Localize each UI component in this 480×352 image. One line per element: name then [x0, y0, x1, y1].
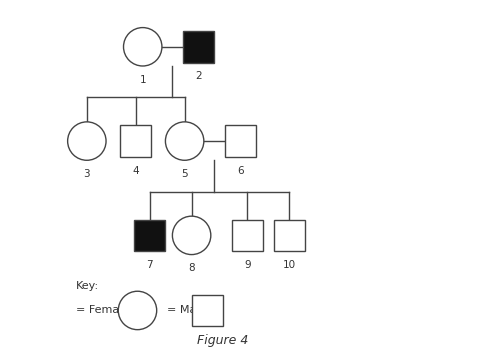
Bar — [120, 125, 151, 157]
Text: = Males: = Males — [167, 306, 212, 315]
Bar — [182, 31, 214, 63]
Text: 7: 7 — [146, 260, 153, 270]
Text: 3: 3 — [84, 169, 90, 179]
Bar — [273, 220, 304, 251]
Text: Figure 4: Figure 4 — [197, 334, 248, 347]
Circle shape — [118, 291, 156, 330]
Text: 6: 6 — [237, 165, 243, 176]
Circle shape — [68, 122, 106, 160]
Text: 2: 2 — [195, 71, 202, 81]
Text: = Females: = Females — [76, 306, 135, 315]
Text: 10: 10 — [282, 260, 295, 270]
Text: 1: 1 — [139, 75, 146, 85]
Text: 5: 5 — [181, 169, 188, 179]
Bar — [224, 125, 256, 157]
Circle shape — [172, 216, 210, 254]
Text: 9: 9 — [244, 260, 250, 270]
Text: Key:: Key: — [76, 281, 99, 291]
Text: 4: 4 — [132, 165, 139, 176]
Bar — [134, 220, 165, 251]
Circle shape — [123, 27, 162, 66]
Text: 8: 8 — [188, 263, 194, 273]
Circle shape — [165, 122, 204, 160]
Bar — [231, 220, 263, 251]
Bar — [191, 295, 223, 326]
